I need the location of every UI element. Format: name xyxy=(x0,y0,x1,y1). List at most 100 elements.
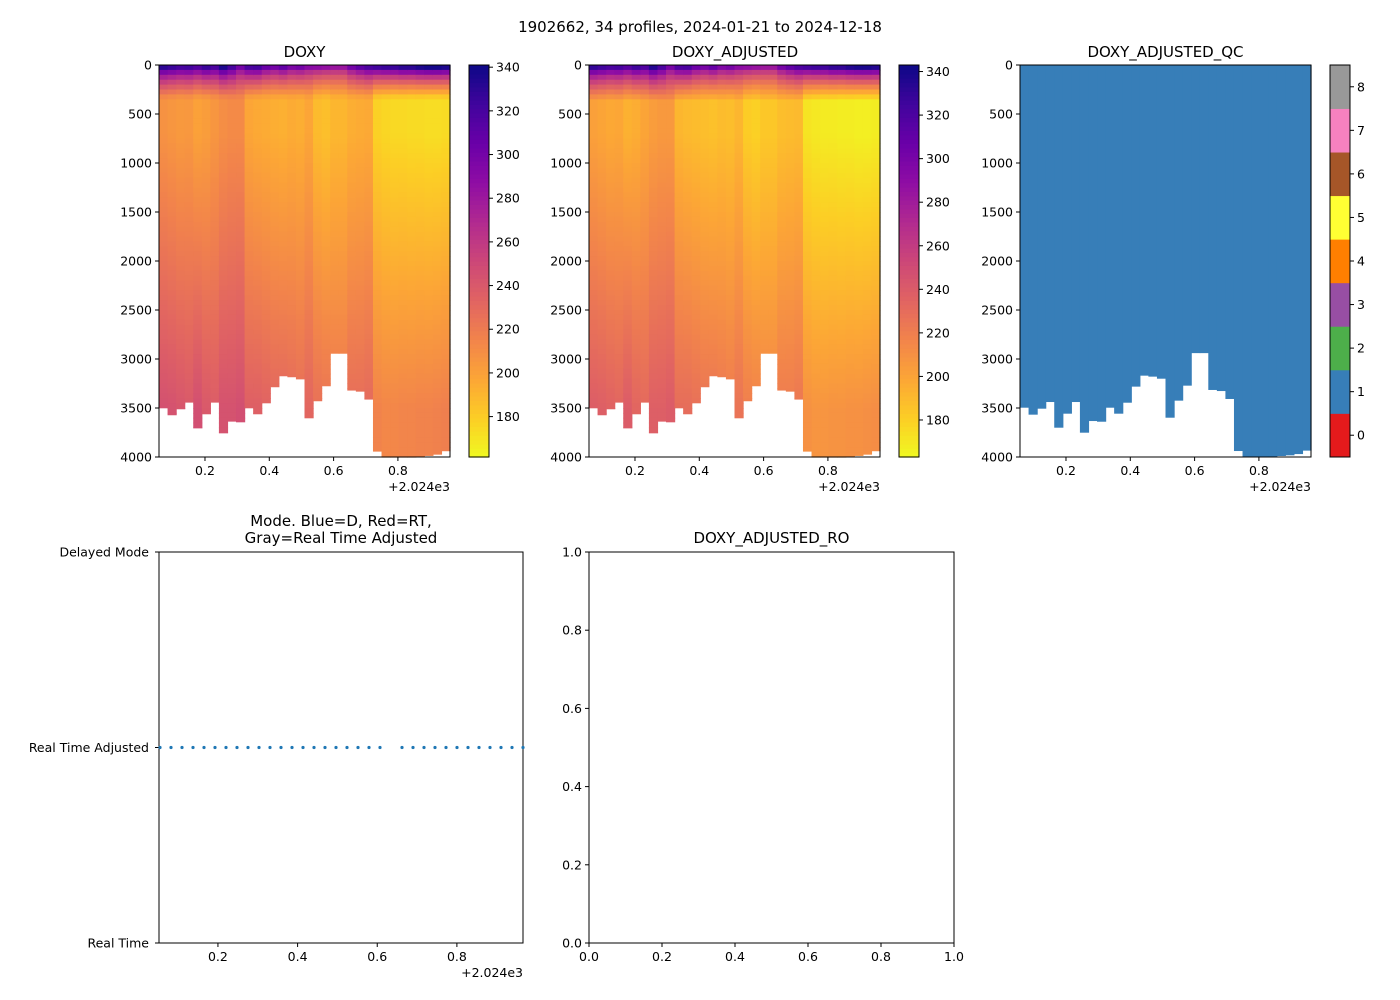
doxy-adjusted-profile-cell xyxy=(623,192,633,198)
doxy-adjusted-profile-cell xyxy=(717,202,727,208)
doxy-profile-cell xyxy=(424,393,434,399)
doxy-profile-cell xyxy=(407,378,417,385)
doxy-adjusted-profile-cell xyxy=(674,192,684,198)
doxy-colorbar-frame xyxy=(468,64,490,458)
doxy-adjusted-profile-cell xyxy=(666,109,676,115)
doxy-profile-cell xyxy=(218,216,229,223)
doxy-adjusted-profile-cell xyxy=(683,412,693,415)
doxy-adjusted-profile-cell xyxy=(683,265,693,272)
doxy-adjusted-profile-cell xyxy=(854,310,864,316)
doxy-profile-cell xyxy=(295,300,306,306)
doxy-profile-cell xyxy=(201,393,211,399)
doxy-ytick-label: 3000 xyxy=(120,352,152,367)
doxy-adjusted-profile-cell xyxy=(794,339,804,345)
doxy-adjusted-profile-cell xyxy=(854,163,864,169)
doxy-profile-cell xyxy=(390,143,400,149)
doxy-profile-cell xyxy=(159,310,169,316)
doxy-profile-cell xyxy=(372,212,383,218)
doxy-profile-cell xyxy=(321,202,331,208)
doxy-profile-cell xyxy=(295,118,306,125)
doxy-adjusted-profile-cell xyxy=(777,212,787,218)
doxy-profile-cell xyxy=(278,231,288,238)
doxy-adjusted-profile-cell xyxy=(794,368,804,375)
doxy-adjusted-profile-cell xyxy=(657,300,667,306)
doxy-profile-cell xyxy=(159,373,169,380)
doxy-adjusted-profile-cell xyxy=(837,324,847,331)
doxy-xtick-label: 0.4 xyxy=(259,463,279,478)
doxy-adjusted-profile-cell xyxy=(657,310,667,316)
doxy-adjusted-profile-cell xyxy=(717,295,727,301)
doxy-profile-cell xyxy=(287,197,297,203)
doxy-profile-cell xyxy=(313,359,323,365)
doxy-adjusted-profile-cell xyxy=(845,114,855,120)
doxy-adjusted-profile-cell xyxy=(640,344,650,350)
doxy-adjusted-profile-cell xyxy=(683,300,693,306)
doxy-profile-cell xyxy=(193,148,203,154)
doxy-adjusted-profile-cell xyxy=(691,182,701,189)
doxy-profile-cell xyxy=(407,197,417,203)
doxy-profile-cell xyxy=(278,167,288,174)
doxy-profile-cell xyxy=(304,221,314,228)
doxy-adjusted-profile-cell xyxy=(700,383,710,388)
doxy-adjusted-profile-cell xyxy=(777,359,787,365)
doxy-adjusted-profile-cell xyxy=(854,251,864,257)
doxy-profile-cell xyxy=(347,202,357,208)
doxy-profile-cell xyxy=(236,118,246,125)
doxy-profile-cell xyxy=(218,256,229,262)
doxy-adjusted-profile-cell xyxy=(725,363,736,370)
doxy-profile-cell xyxy=(398,94,408,100)
doxy-adjusted-profile-cell xyxy=(794,275,804,282)
doxy-profile-cell xyxy=(372,290,383,296)
doxy-adjusted-profile-cell xyxy=(777,84,787,91)
doxy-adjusted-profile-cell xyxy=(614,202,624,208)
doxy-adjusted-profile-cell xyxy=(725,290,736,296)
doxy-profile-cell xyxy=(193,261,203,267)
doxy-profile-cell xyxy=(424,207,434,213)
doxy-profile-cell xyxy=(338,84,348,91)
doxy-profile-cell xyxy=(321,324,331,331)
doxy-profile-cell xyxy=(407,212,417,218)
doxy-adjusted-profile-cell xyxy=(657,417,667,422)
doxy-profile-cell xyxy=(261,79,271,86)
doxy-adjusted-profile-cell xyxy=(871,182,881,189)
doxy-profile-cell xyxy=(398,182,408,189)
doxy-adjusted-profile-cell xyxy=(794,143,804,149)
doxy-adjusted-profile-cell xyxy=(734,295,744,301)
doxy-profile-cell xyxy=(287,373,297,378)
doxy-adjusted-profile-cell xyxy=(717,349,727,355)
doxy-adjusted-profile-cell xyxy=(751,221,761,228)
doxy-adjusted-profile-cell xyxy=(777,216,787,223)
doxy-adjusted-profile-cell xyxy=(794,187,804,193)
doxy-profile-cell xyxy=(227,363,237,370)
doxy-adjusted-profile-cell xyxy=(691,388,701,394)
doxy-adjusted-profile-cell xyxy=(802,373,813,380)
doxy-profile-cell xyxy=(407,192,417,198)
doxy-adjusted-profile-cell xyxy=(828,74,838,81)
doxy-adjusted-profile-cell xyxy=(871,344,881,350)
doxy-profile-cell xyxy=(270,109,280,115)
doxy-adjusted-profile-cell xyxy=(614,143,624,149)
doxy-profile-cell xyxy=(210,246,220,252)
doxy-adjusted-profile-cell xyxy=(854,212,864,218)
doxy-colorbar-segment xyxy=(469,217,489,223)
doxy-adjusted-profile-cell xyxy=(871,285,881,291)
doxy-profile-cell xyxy=(338,167,348,174)
doxy-profile-cell xyxy=(244,187,254,193)
doxy-colorbar-segment xyxy=(469,287,489,293)
doxy-adjusted-profile-cell xyxy=(760,226,770,233)
doxy-adjusted-profile-cell xyxy=(743,153,753,159)
doxy-adjusted-profile-cell xyxy=(717,207,727,213)
doxy-adjusted-profile-cell xyxy=(674,339,684,345)
doxy-adjusted-profile-cell xyxy=(777,123,787,130)
doxy-adjusted-profile-cell xyxy=(777,128,787,135)
doxy-profile-cell xyxy=(415,432,425,438)
doxy-adjusted-profile-cell xyxy=(785,163,796,169)
doxy-adjusted-profile-cell xyxy=(683,275,693,282)
doxy-adjusted-profile-cell xyxy=(734,344,744,350)
doxy-profile-cell xyxy=(390,437,400,443)
doxy-adjusted-profile-cell xyxy=(828,324,838,331)
doxy-adjusted-profile-cell xyxy=(743,261,753,267)
doxy-profile-cell xyxy=(424,118,434,125)
doxy-adjusted-profile-cell xyxy=(717,344,727,350)
doxy-profile-cell xyxy=(407,422,417,429)
